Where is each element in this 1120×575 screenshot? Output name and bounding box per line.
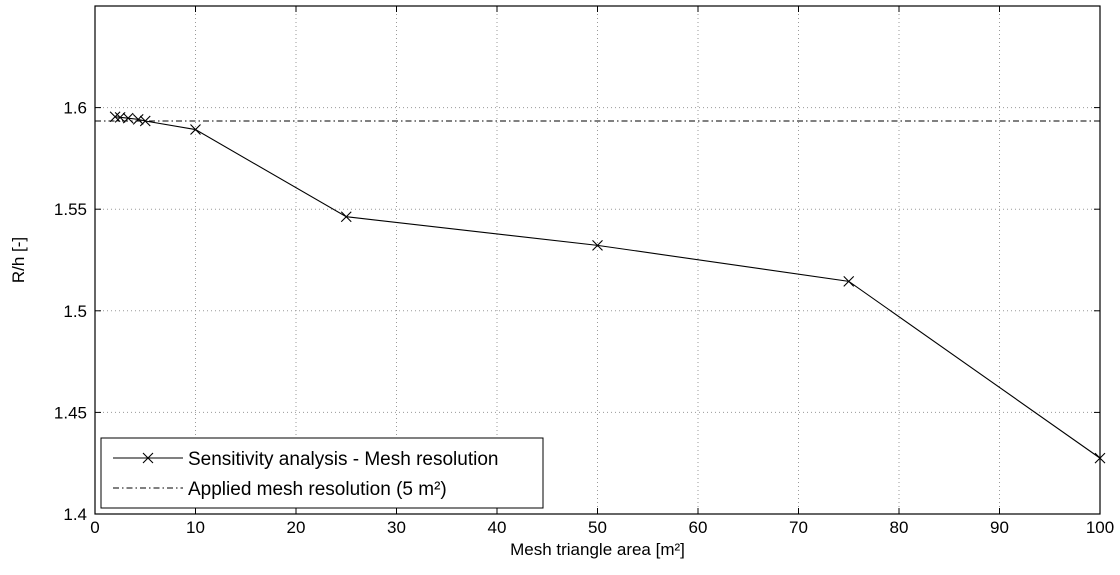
x-tick-label: 10 <box>186 518 205 537</box>
data-point-marker <box>139 115 151 127</box>
legend-swatch-marker <box>142 452 154 464</box>
data-point-marker <box>132 113 144 125</box>
sensitivity-series-line <box>115 116 1101 459</box>
y-tick-label: 1.45 <box>54 403 87 422</box>
x-axis-title: Mesh triangle area [m²] <box>510 540 685 559</box>
legend-entry-sensitivity: Sensitivity analysis - Mesh resolution <box>188 449 498 470</box>
data-point-marker <box>592 239 603 251</box>
x-tick-label: 40 <box>488 518 507 537</box>
y-tick-label: 1.4 <box>63 505 87 524</box>
grid <box>95 6 1100 514</box>
data-point-marker <box>122 112 134 124</box>
x-tick-label: 20 <box>287 518 306 537</box>
x-tick-label: 70 <box>789 518 808 537</box>
legend: Sensitivity analysis - Mesh resolution A… <box>100 437 544 509</box>
x-tick-label: 30 <box>387 518 406 537</box>
x-tick-label: 50 <box>588 518 607 537</box>
legend-box <box>100 437 544 509</box>
ticks: 0 10 20 30 40 50 60 70 80 90 100 1.4 1.45 1.5 1.55 1.6 <box>54 6 1114 537</box>
x-tick-label: 0 <box>90 518 99 537</box>
legend-entry-applied: Applied mesh resolution (5 m²) <box>188 479 447 500</box>
data-point-marker <box>190 124 201 135</box>
x-tick-label: 80 <box>890 518 909 537</box>
y-axis-title: R/h [-] <box>9 237 28 283</box>
y-tick-label: 1.6 <box>63 99 87 118</box>
data-point-marker <box>843 275 855 287</box>
y-tick-label: 1.55 <box>54 200 87 219</box>
data-point-marker <box>109 111 121 123</box>
y-tick-label: 1.5 <box>63 302 87 321</box>
x-tick-label: 60 <box>689 518 708 537</box>
data-point-marker <box>340 211 352 223</box>
x-tick-label: 100 <box>1086 518 1114 537</box>
x-tick-label: 90 <box>990 518 1009 537</box>
series-layer <box>109 111 1106 464</box>
